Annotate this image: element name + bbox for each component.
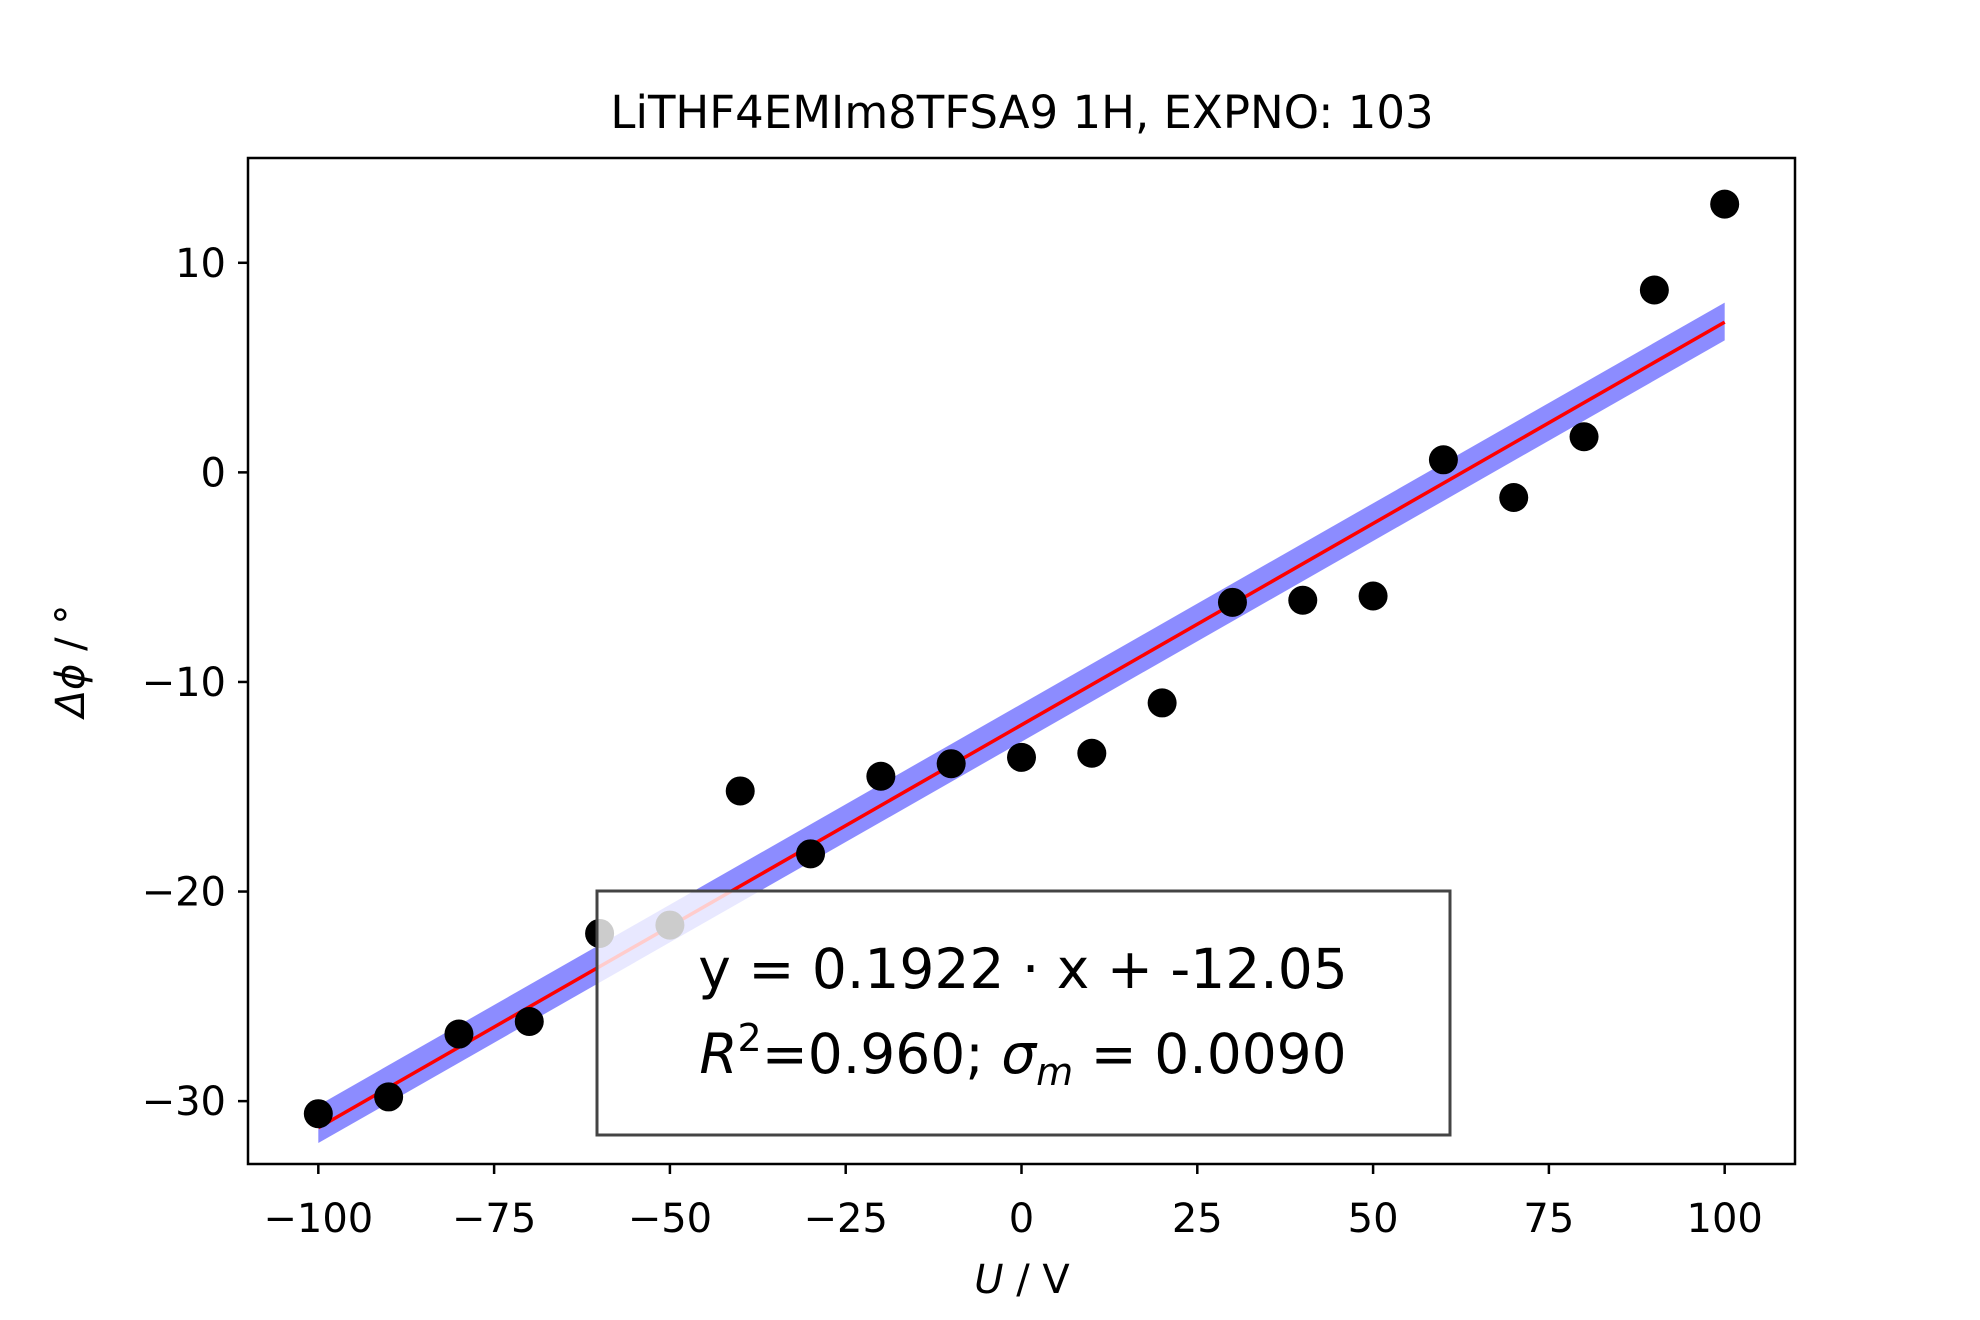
data-point [796,839,826,869]
x-tick-label: 0 [1009,1196,1034,1242]
chart-title: LiTHF4EMIm8TFSA9 1H, EXPNO: 103 [610,86,1433,139]
data-point [1077,738,1107,768]
data-point [303,1099,333,1129]
y-axis-ticks: −30 −20 −10 0 10 [142,241,248,1125]
data-point [1569,422,1599,452]
data-point [866,761,896,791]
data-point [1217,587,1247,617]
data-point [514,1006,544,1036]
r2-symbol: R [699,1022,737,1086]
fit-line [317,320,1726,1130]
data-point [1499,483,1529,513]
x-tick-label: 100 [1687,1196,1763,1242]
x-tick-label: −50 [628,1196,712,1242]
x-tick-label: −25 [803,1196,887,1242]
y-tick-label: −20 [142,870,226,916]
x-axis-label: U / V [974,1257,1070,1303]
x-tick-label: −75 [452,1196,536,1242]
data-point [444,1019,474,1049]
x-tick-label: 75 [1523,1196,1574,1242]
annotation-statistics: R2=0.960; σm = 0.0090 [699,1016,1346,1094]
fit-line-layer [317,320,1726,1130]
y-tick-label: −10 [142,660,226,706]
annotation-box: y = 0.1922 · x + -12.05 R2=0.960; σm = 0… [595,889,1452,1137]
sigma-value: = 0.0090 [1073,1022,1347,1086]
data-point [1639,275,1669,305]
y-axis-unit: / ° [48,605,94,664]
sigma-symbol: σ [1001,1022,1038,1086]
data-point [1358,581,1388,611]
x-axis-unit: / V [1004,1257,1071,1303]
y-tick-label: −30 [142,1079,226,1125]
data-point [374,1082,404,1112]
data-point [725,776,755,806]
x-tick-label: 25 [1172,1196,1223,1242]
sigma-subscript: m [1036,1050,1073,1094]
data-point [1147,688,1177,718]
r2-exponent: 2 [738,1016,762,1060]
data-point [1007,742,1036,772]
x-axis-ticks: −100 −75 −50 −25 0 25 50 75 100 [263,1164,1763,1242]
y-axis-variable: Δϕ [48,664,94,721]
r2-value: =0.960; [762,1022,1002,1086]
annotation-frame [595,889,1452,1137]
y-tick-label: 0 [201,450,226,496]
data-point [936,749,966,779]
x-tick-label: 50 [1348,1196,1399,1242]
x-axis-variable: U [974,1257,1003,1303]
data-point [1428,445,1458,475]
y-tick-label: 10 [175,241,226,287]
data-point [1288,585,1318,615]
y-axis-label: Δϕ / ° [48,605,94,721]
annotation-equation: y = 0.1922 · x + -12.05 [698,937,1347,1001]
data-point [1710,189,1740,219]
x-tick-label: −100 [263,1196,373,1242]
